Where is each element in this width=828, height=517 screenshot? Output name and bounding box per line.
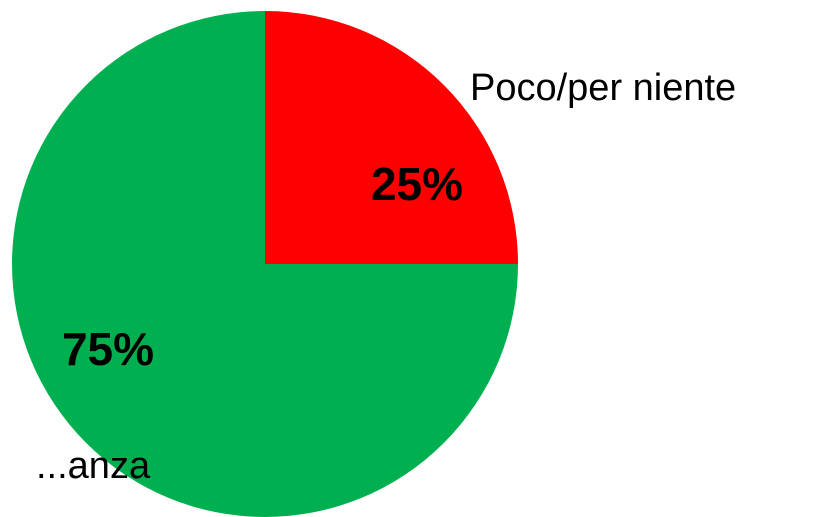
slice-1-percent-label: 75% bbox=[62, 323, 154, 375]
pie-slice-1 bbox=[12, 11, 518, 517]
slices-layer bbox=[12, 11, 518, 517]
slice-0-category-label: Poco/per niente bbox=[470, 67, 736, 109]
slice-1-category-label: ...anza bbox=[36, 445, 151, 487]
pie-slice-0 bbox=[265, 11, 518, 264]
slice-0-percent-label: 25% bbox=[371, 158, 463, 210]
